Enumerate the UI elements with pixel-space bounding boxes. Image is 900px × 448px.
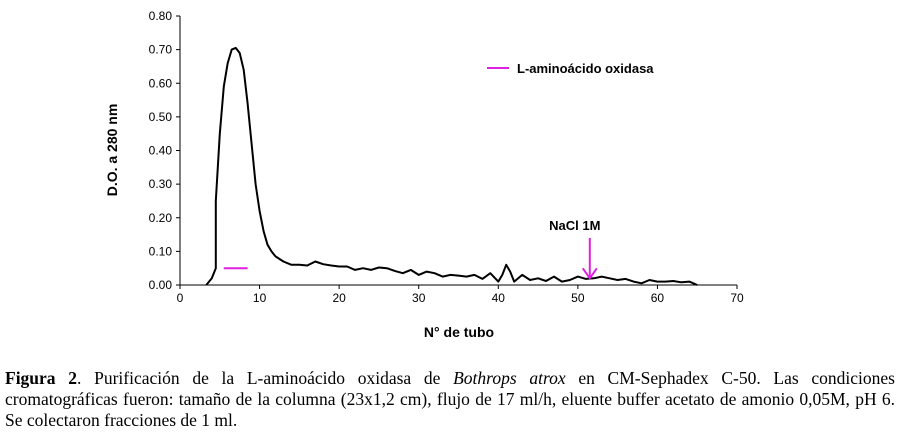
y-tick-label: 0.60 — [149, 76, 173, 90]
caption-text-2: en CM-Sephadex C-50. Las condiciones cro… — [5, 368, 895, 430]
figure-caption: Figura 2. Purificación de la L-aminoácid… — [5, 368, 895, 431]
x-tick-label: 70 — [730, 291, 744, 305]
y-tick-label: 0.20 — [149, 211, 173, 225]
legend: L-aminoácido oxidasa — [487, 61, 654, 76]
y-tick-label: 0.40 — [149, 144, 173, 158]
y-tick-label: 0.30 — [149, 177, 173, 191]
x-tick-label: 50 — [571, 291, 585, 305]
y-tick-label: 0.00 — [149, 278, 173, 292]
plot-area: 0.00 0.10 0.20 0.30 0.40 0.50 0.60 0.70 0.80 0 10… — [149, 9, 744, 305]
y-tick-label: 0.80 — [149, 9, 173, 23]
caption-label: Figura 2 — [5, 368, 78, 388]
x-axis-title: N° de tubo — [424, 324, 494, 340]
y-tick-label: 0.10 — [149, 244, 173, 258]
series-line-absorbance — [205, 46, 698, 286]
x-tick-label: 60 — [651, 291, 665, 305]
arrow-head — [581, 267, 598, 281]
chart: 0.00 0.10 0.20 0.30 0.40 0.50 0.60 0.70 0.80 0 10… — [104, 9, 744, 340]
x-tick-label: 40 — [492, 291, 506, 305]
caption-text-1: . Purificación de la L-aminoácido oxidas… — [77, 368, 454, 388]
y-ticks: 0.00 0.10 0.20 0.30 0.40 0.50 0.60 0.70 0.80 — [149, 9, 180, 292]
y-axis-title: D.O. a 280 nm — [104, 104, 120, 197]
x-ticks: 0 10 20 30 40 50 60 70 — [177, 285, 744, 305]
nacl-label: NaCl 1M — [549, 218, 600, 233]
y-tick-label: 0.70 — [149, 43, 173, 57]
x-tick-label: 0 — [177, 291, 184, 305]
legend-label: L-aminoácido oxidasa — [517, 61, 654, 76]
nacl-arrow: NaCl 1M — [549, 218, 600, 281]
x-tick-label: 30 — [412, 291, 426, 305]
x-tick-label: 20 — [332, 291, 346, 305]
caption-species: Bothrops atrox — [453, 368, 566, 388]
x-tick-label: 10 — [253, 291, 267, 305]
y-tick-label: 0.50 — [149, 110, 173, 124]
